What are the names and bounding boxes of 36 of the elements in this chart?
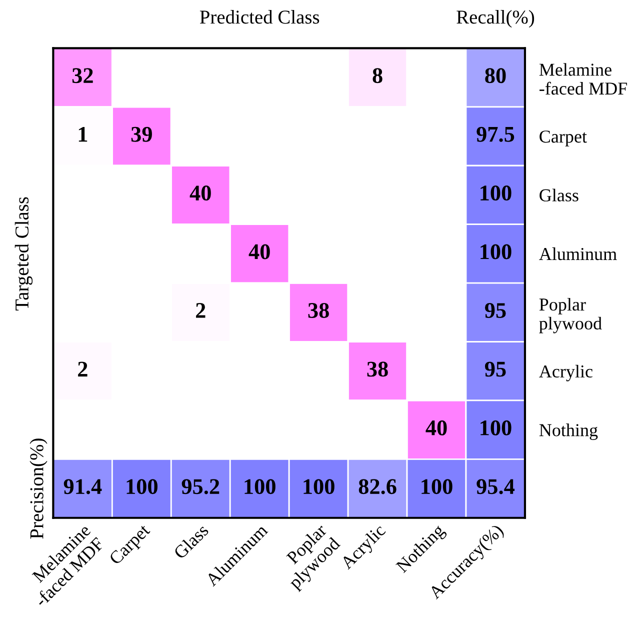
data-label: 8 (372, 68, 382, 84)
data-label: 82.6 (358, 479, 396, 494)
data-label: 95 (484, 303, 506, 318)
y-tick-label: Poplar plywood (539, 298, 602, 334)
data-label: 100 (244, 479, 276, 494)
data-label: 100 (480, 420, 512, 436)
y-tick-label: Carpet (540, 130, 587, 146)
data-label: 1 (78, 126, 88, 142)
data-label: 80 (485, 68, 506, 84)
data-label: 100 (480, 244, 512, 260)
y-tick-label: Nothing (539, 424, 598, 440)
y-axis-title: Targeted Class (14, 197, 33, 311)
data-label: 2 (196, 303, 206, 318)
data-label: 97.5 (476, 126, 514, 142)
data-label: 91.4 (64, 479, 102, 494)
y-tick-label: Glass (540, 188, 578, 202)
data-label: 38 (308, 302, 329, 318)
x-axis-title: Predicted Class (200, 10, 320, 24)
text: Recall(%) (456, 10, 534, 28)
data-label: 100 (422, 479, 452, 494)
data-label: 2 (78, 362, 88, 376)
data-label: 100 (480, 186, 512, 201)
data-label: 40 (426, 420, 447, 436)
data-label: 40 (190, 186, 211, 201)
data-label: 39 (131, 126, 152, 142)
data-label: 32 (72, 68, 93, 84)
data-label: 38 (367, 362, 388, 377)
data-label: 95 (484, 362, 506, 377)
data-label: 100 (126, 479, 158, 494)
y-tick-label: Melamine -faced MDF (539, 63, 627, 95)
y-tick-label: Aluminum (539, 247, 617, 260)
y-tick-label: Acrylic (539, 364, 592, 382)
data-label: 40 (248, 244, 270, 260)
data-label: 100 (304, 479, 334, 494)
data-label: 95.2 (182, 479, 220, 494)
data-label: 95.4 (476, 479, 515, 494)
